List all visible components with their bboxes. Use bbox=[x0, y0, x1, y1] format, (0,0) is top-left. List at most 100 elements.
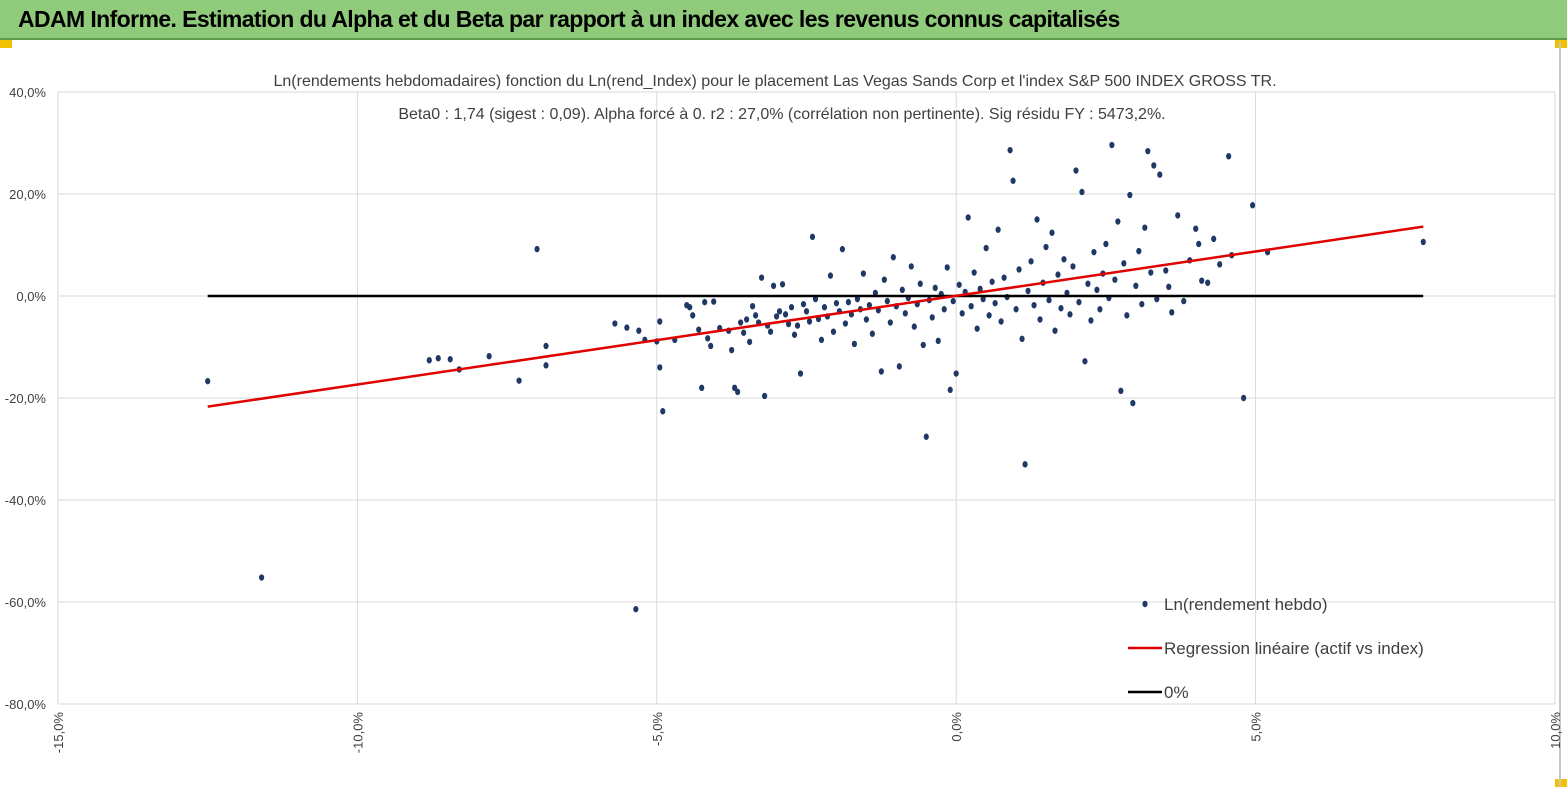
data-point bbox=[833, 299, 840, 307]
data-point bbox=[1103, 240, 1109, 248]
data-point bbox=[854, 295, 860, 303]
data-point bbox=[205, 377, 211, 385]
data-point bbox=[708, 342, 714, 350]
data-point bbox=[1112, 276, 1118, 283]
data-point bbox=[435, 355, 441, 362]
data-point bbox=[1148, 269, 1154, 276]
chart-subtitle: Beta0 : 1,74 (sigest : 0,09). Alpha forc… bbox=[398, 106, 1165, 123]
corner-marker-right bbox=[1555, 40, 1567, 48]
lines bbox=[207, 225, 1424, 408]
data-point bbox=[761, 392, 768, 400]
data-point bbox=[1109, 141, 1115, 149]
data-point bbox=[1175, 212, 1181, 219]
y-axis: 40,0% 20,0% 0,0% -20,0% -40,0% -60,0% -80,0% bbox=[5, 85, 47, 712]
data-point bbox=[923, 433, 929, 440]
data-point bbox=[821, 304, 828, 311]
data-point bbox=[1130, 399, 1136, 407]
data-point bbox=[989, 278, 995, 285]
data-point bbox=[1070, 263, 1076, 270]
data-point bbox=[1154, 295, 1160, 303]
data-point bbox=[1025, 287, 1031, 295]
data-point bbox=[977, 285, 983, 293]
data-point bbox=[1016, 266, 1022, 273]
data-point bbox=[818, 336, 825, 344]
data-point bbox=[1157, 171, 1163, 178]
data-point bbox=[1133, 282, 1139, 289]
data-point bbox=[1115, 218, 1121, 225]
legend: Ln(rendement hebdo) Regression linéaire (… bbox=[1128, 595, 1424, 702]
data-point bbox=[534, 245, 540, 253]
data-point bbox=[1181, 297, 1187, 305]
data-point bbox=[696, 326, 702, 333]
data-point bbox=[744, 316, 750, 323]
data-point bbox=[687, 304, 693, 311]
data-point bbox=[890, 254, 896, 261]
report-banner: ADAM Informe. Estimation du Alpha et du … bbox=[0, 0, 1567, 40]
data-point bbox=[1049, 229, 1055, 236]
data-point bbox=[974, 325, 980, 332]
data-point bbox=[959, 310, 965, 317]
data-point bbox=[612, 320, 618, 327]
data-point bbox=[543, 362, 549, 369]
data-point bbox=[1121, 260, 1127, 267]
data-point bbox=[887, 319, 893, 326]
data-point bbox=[624, 324, 630, 331]
data-point bbox=[1094, 286, 1100, 294]
data-point bbox=[935, 337, 941, 345]
data-point bbox=[992, 299, 998, 307]
corner-marker-left bbox=[0, 40, 12, 48]
data-point bbox=[699, 384, 705, 391]
data-point bbox=[1196, 240, 1202, 248]
data-point bbox=[878, 368, 884, 375]
data-point bbox=[636, 327, 642, 334]
data-point bbox=[1127, 191, 1133, 199]
data-point bbox=[779, 281, 786, 288]
data-point bbox=[800, 300, 807, 308]
data-point bbox=[1067, 311, 1073, 318]
data-point bbox=[1085, 280, 1091, 287]
data-point bbox=[1136, 247, 1142, 255]
data-point bbox=[1019, 335, 1025, 343]
legend-item-zero: 0% bbox=[1128, 683, 1189, 702]
data-point bbox=[773, 313, 780, 320]
data-point bbox=[1151, 162, 1157, 169]
data-point bbox=[902, 310, 908, 317]
data-point bbox=[1076, 298, 1082, 306]
data-point bbox=[899, 286, 905, 294]
data-point bbox=[881, 276, 887, 283]
data-point bbox=[543, 342, 549, 350]
data-point bbox=[920, 341, 926, 349]
data-point bbox=[1169, 309, 1175, 316]
chart-title: Ln(rendements hebdomadaires) fonction du… bbox=[273, 73, 1276, 90]
data-point bbox=[827, 272, 834, 279]
data-point bbox=[1139, 300, 1145, 308]
data-point bbox=[1166, 283, 1172, 291]
chart-border bbox=[1559, 42, 1561, 787]
legend-label: Regression linéaire (actif vs index) bbox=[1164, 639, 1424, 658]
data-point bbox=[896, 363, 902, 370]
data-point bbox=[1163, 267, 1169, 274]
data-point bbox=[1064, 289, 1070, 297]
data-point bbox=[965, 214, 971, 221]
data-point bbox=[1061, 256, 1067, 263]
data-point bbox=[785, 320, 792, 328]
data-point bbox=[732, 384, 738, 391]
data-point bbox=[812, 295, 819, 303]
data-point bbox=[917, 280, 923, 287]
y-tick-label: -60,0% bbox=[5, 595, 47, 610]
data-point bbox=[741, 329, 747, 336]
data-point bbox=[735, 388, 741, 396]
data-point bbox=[809, 233, 816, 241]
data-point bbox=[1007, 146, 1013, 154]
x-tick-label: 10,0% bbox=[1548, 712, 1563, 749]
data-point bbox=[705, 335, 711, 342]
y-tick-label: -20,0% bbox=[5, 391, 47, 406]
legend-marker-icon bbox=[1142, 600, 1148, 608]
y-tick-label: 20,0% bbox=[9, 187, 46, 202]
data-point bbox=[950, 297, 956, 305]
data-point bbox=[884, 297, 890, 305]
data-point bbox=[1420, 238, 1426, 246]
corner-marker-bottom-right bbox=[1555, 779, 1567, 787]
data-point bbox=[750, 303, 756, 310]
data-point bbox=[803, 308, 810, 315]
